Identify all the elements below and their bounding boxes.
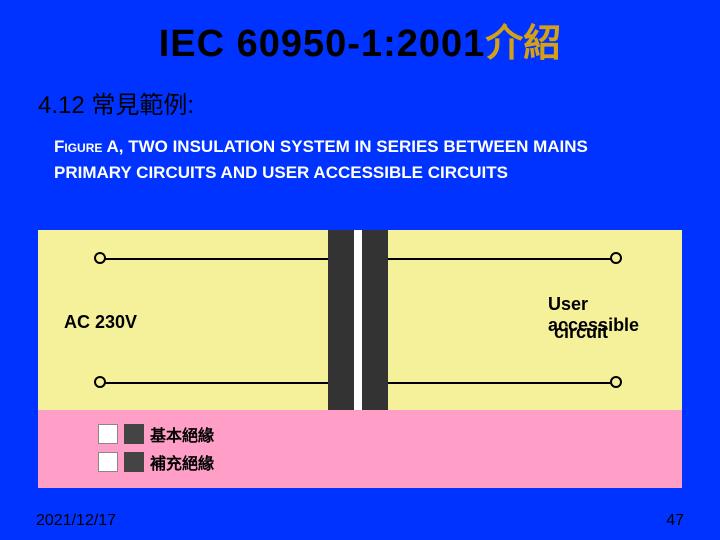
title-chinese: 介紹 (485, 23, 561, 65)
legend-swatch-supp-2 (124, 452, 144, 472)
left-circuit-label: AC 230V (64, 312, 137, 333)
legend-swatch-basic-2 (124, 424, 144, 444)
insulation-gap (354, 230, 362, 410)
insulation-diagram: AC 230V User accessible circuit (38, 230, 682, 410)
wire (388, 258, 616, 260)
wire (100, 258, 328, 260)
wire (388, 382, 616, 384)
footer-date: 2021/12/17 (36, 512, 116, 530)
figure-caption-text: TWO INSULATION SYSTEM IN SERIES BETWEEN … (54, 137, 588, 182)
terminal-node (610, 376, 622, 388)
right-circuit-label-2: circuit (554, 322, 608, 343)
legend-text: 基本絕緣 (150, 422, 214, 446)
section-heading: 4.12 常見範例: (0, 67, 720, 120)
terminal-node (94, 252, 106, 264)
insulation-barrier-left (328, 230, 354, 410)
slide-title: IEC 60950-1:2001介紹 (0, 0, 720, 67)
figure-caption: Figure A, TWO INSULATION SYSTEM IN SERIE… (0, 120, 720, 185)
terminal-node (610, 252, 622, 264)
legend-item: 基本絕緣 (98, 420, 622, 448)
slide-footer: 2021/12/17 47 (0, 502, 720, 540)
wire (100, 382, 328, 384)
legend-text: 補充絕緣 (150, 450, 214, 474)
legend: 基本絕緣 補充絕緣 (38, 410, 682, 488)
title-english: IEC 60950-1:2001 (159, 23, 486, 65)
legend-swatch-supp-1 (98, 452, 118, 472)
terminal-node (94, 376, 106, 388)
insulation-barrier-right (362, 230, 388, 410)
legend-item: 補充絕緣 (98, 448, 622, 476)
footer-page: 47 (666, 512, 684, 530)
legend-swatch-basic-1 (98, 424, 118, 444)
figure-prefix: Figure A, (54, 137, 123, 156)
